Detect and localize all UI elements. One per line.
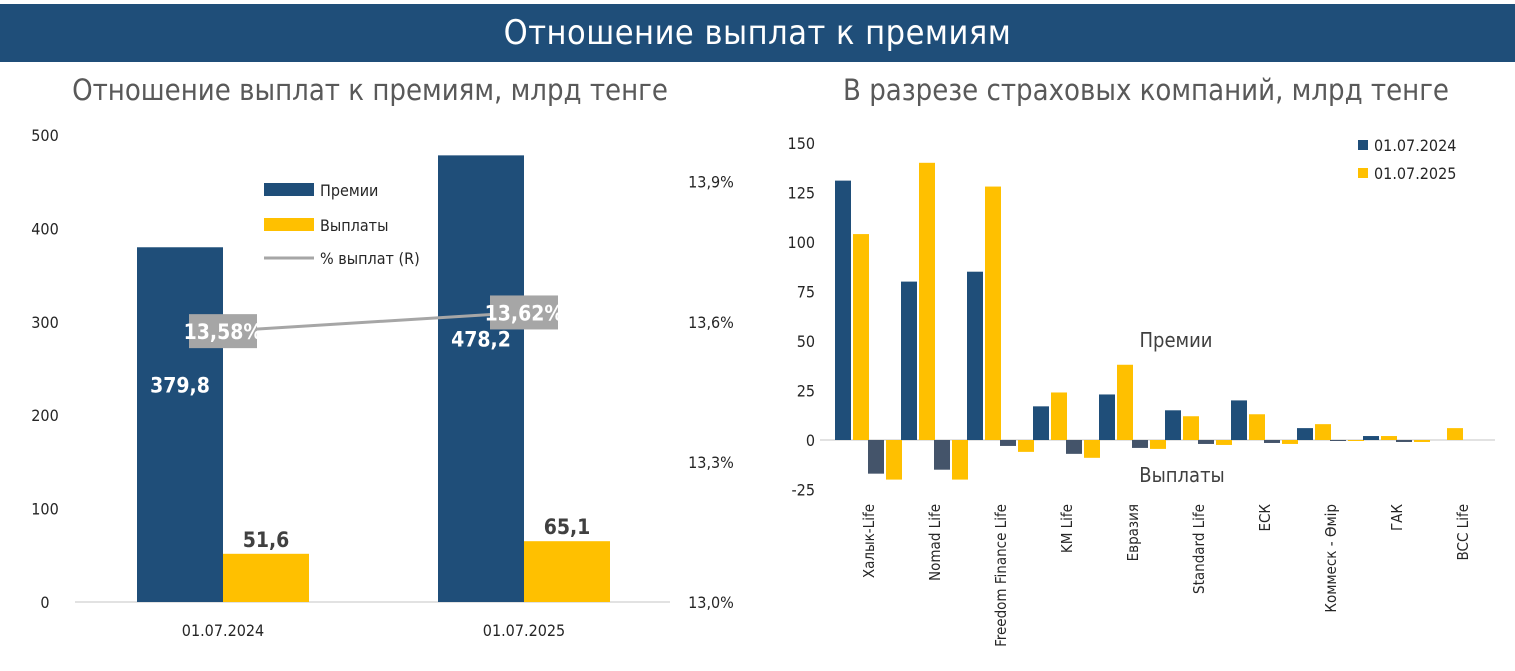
payout-2025-bar — [1216, 440, 1232, 445]
right-x-tick-label: Коммеск - Өмір — [1322, 504, 1340, 613]
right-y-tick-label: 150 — [788, 134, 815, 153]
payout-data-label: 51,6 — [243, 528, 290, 552]
premium-2024-bar — [967, 271, 983, 440]
premium-2024-bar — [1231, 400, 1247, 440]
legend-payout-label: Выплаты — [320, 216, 388, 235]
right-y-tick-label: -25 — [791, 481, 815, 500]
premium-2024-bar — [901, 281, 917, 440]
payout-2024-bar — [1132, 440, 1148, 448]
legend-2024-label: 01.07.2024 — [1374, 136, 1456, 155]
premium-2025-bar — [1051, 392, 1067, 440]
payout-data-label: 65,1 — [544, 515, 591, 539]
page-title: Отношение выплат к премиям — [503, 13, 1012, 53]
payout-2024-bar — [1396, 440, 1412, 442]
premium-data-label: 478,2 — [451, 328, 511, 352]
payouts-annotation: Выплаты — [1139, 463, 1225, 487]
premium-2024-bar — [1297, 428, 1313, 440]
payout-2025-bar — [1018, 440, 1034, 452]
right-x-tick-label: Freedom Finance Life — [992, 504, 1010, 647]
premium-2024-bar — [1363, 436, 1379, 440]
premium-2025-bar — [1447, 428, 1463, 440]
right-y-tick-label: 75 — [797, 283, 815, 302]
payout-2024-bar — [868, 440, 884, 474]
right-x-tick-label: ЕСК — [1256, 504, 1274, 532]
payout-2025-bar — [1150, 440, 1166, 449]
payout-ratio-line — [222, 310, 525, 333]
right-y-tick-label: 125 — [788, 184, 815, 203]
payout-2025-bar — [1084, 440, 1100, 458]
payout-bar — [524, 541, 610, 602]
premium-2024-bar — [1165, 410, 1181, 440]
payout-2024-bar — [1330, 440, 1346, 441]
payout-2024-bar — [1198, 440, 1214, 444]
right-chart-title: В разрезе страховых компаний, млрд тенге — [843, 73, 1449, 107]
left-x-tick-label: 01.07.2025 — [483, 621, 565, 640]
right-x-tick-label: Евразия — [1124, 504, 1142, 561]
premium-2025-bar — [1117, 364, 1133, 440]
legend-2024-swatch — [1358, 140, 1368, 150]
right-x-tick-label: Standard Life — [1190, 504, 1208, 594]
premium-2025-bar — [1183, 416, 1199, 440]
left-y-tick-label: 100 — [31, 500, 58, 519]
left-chart-title: Отношение выплат к премиям, млрд тенге — [72, 73, 668, 107]
right-y-tick-label: 100 — [788, 233, 815, 252]
right-y-tick-label: 25 — [797, 382, 815, 401]
right-y-tick-label: 0 — [806, 431, 815, 450]
premium-2024-bar — [1099, 394, 1115, 440]
legend-2025-swatch — [1358, 168, 1368, 178]
left-y2-tick-label: 13,6% — [688, 313, 734, 332]
premium-2024-bar — [835, 180, 851, 440]
premium-2025-bar — [1315, 424, 1331, 440]
ratio-label-box — [189, 314, 257, 349]
left-y-tick-label: 300 — [31, 313, 58, 332]
right-x-tick-label: Халык-Life — [860, 504, 878, 578]
left-y-tick-label: 0 — [40, 593, 49, 612]
premiums-annotation: Премии — [1140, 328, 1213, 352]
payout-2025-bar — [886, 440, 902, 480]
right-x-tick-label: Nomad Life — [926, 504, 944, 581]
legend-premium-swatch — [264, 183, 314, 196]
right-x-tick-label: KM Life — [1058, 504, 1076, 553]
premium-2025-bar — [919, 162, 935, 441]
legend-payout-swatch — [264, 218, 314, 231]
payout-2024-bar — [934, 440, 950, 470]
legend-premium-label: Премии — [320, 181, 378, 200]
premium-2025-bar — [1249, 414, 1265, 440]
right-x-tick-label: BCC Life — [1454, 504, 1472, 560]
premium-data-label: 379,8 — [150, 374, 210, 398]
legend-ratio-label: % выплат (R) — [320, 249, 420, 268]
premium-2025-bar — [985, 186, 1001, 440]
right-y-tick-label: 50 — [797, 332, 815, 351]
left-y-tick-label: 500 — [31, 126, 58, 145]
payout-2024-bar — [1066, 440, 1082, 454]
payout-2025-bar — [1348, 440, 1364, 441]
payout-2024-bar — [1264, 440, 1280, 443]
right-x-tick-label: ГАК — [1388, 504, 1406, 531]
premium-2025-bar — [853, 234, 869, 440]
ratio-data-label: 13,58% — [184, 320, 263, 344]
payout-2024-bar — [1000, 440, 1016, 446]
payout-2025-bar — [1282, 440, 1298, 444]
ratio-label-box — [490, 295, 558, 330]
left-y2-tick-label: 13,9% — [688, 173, 734, 192]
left-y-tick-label: 400 — [31, 219, 58, 238]
legend-2025-label: 01.07.2025 — [1374, 164, 1456, 183]
payout-bar — [223, 553, 309, 602]
left-y2-tick-label: 13,3% — [688, 453, 734, 472]
header-banner — [0, 4, 1515, 62]
left-y2-tick-label: 13,0% — [688, 593, 734, 612]
left-x-tick-label: 01.07.2024 — [182, 621, 264, 640]
ratio-data-label: 13,62% — [485, 301, 564, 325]
premium-2024-bar — [1033, 406, 1049, 440]
payout-2025-bar — [1414, 440, 1430, 442]
premium-bar — [137, 247, 223, 603]
premium-bar — [438, 155, 524, 602]
payout-2025-bar — [952, 440, 968, 480]
left-y-tick-label: 200 — [31, 406, 58, 425]
premium-2025-bar — [1381, 436, 1397, 440]
